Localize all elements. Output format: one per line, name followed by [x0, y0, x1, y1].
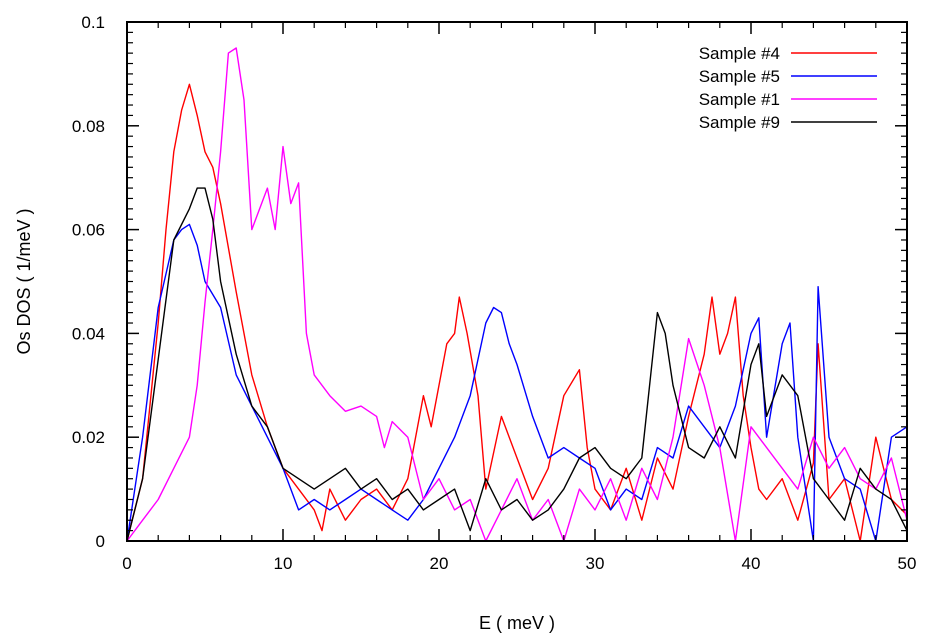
y-tick-label: 0 [96, 532, 105, 551]
y-tick-label: 0.08 [72, 117, 105, 136]
legend-label: Sample #1 [699, 90, 780, 109]
series-line-sample-4 [126, 83, 908, 542]
y-tick-label: 0.1 [81, 13, 105, 32]
x-axis-label: E ( meV ) [479, 613, 555, 633]
y-tick-label: 0.04 [72, 324, 105, 343]
x-tick-label: 50 [898, 554, 917, 573]
series-line-sample-1 [126, 47, 908, 542]
y-axis-label: Os DOS ( 1/meV ) [14, 208, 34, 354]
legend-label: Sample #5 [699, 67, 780, 86]
series-line-sample-5 [126, 223, 908, 542]
x-tick-label: 20 [430, 554, 449, 573]
series-line-sample-9 [126, 187, 908, 542]
legend: Sample #4 Sample #5 Sample #1 Sample #9 [699, 44, 877, 132]
x-tick-label: 10 [274, 554, 293, 573]
tick-layer: 0 10 20 30 40 50 0 0.02 0.04 0.06 0.08 0.1 [72, 13, 917, 573]
legend-label: Sample #9 [699, 113, 780, 132]
series-layer [126, 47, 908, 542]
y-tick-label: 0.02 [72, 428, 105, 447]
x-tick-label: 30 [586, 554, 605, 573]
y-tick-label: 0.06 [72, 221, 105, 240]
x-tick-label: 40 [742, 554, 761, 573]
x-tick-label: 0 [122, 554, 131, 573]
legend-label: Sample #4 [699, 44, 780, 63]
